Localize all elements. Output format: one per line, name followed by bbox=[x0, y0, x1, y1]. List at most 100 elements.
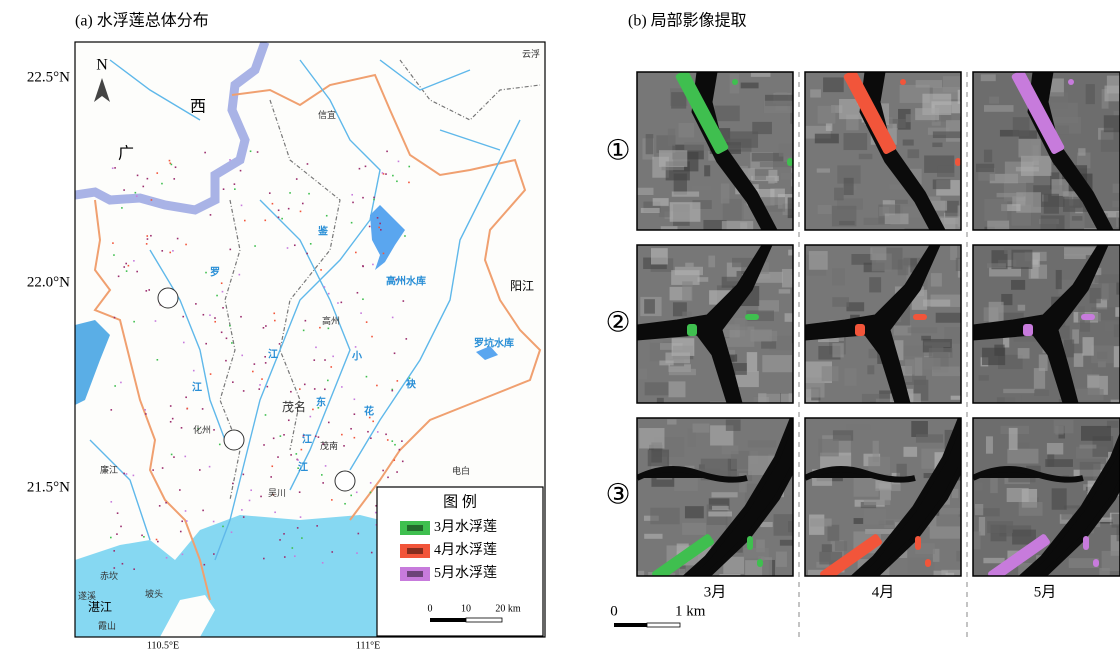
occurrence bbox=[244, 220, 246, 222]
texture bbox=[748, 440, 776, 447]
occurrence bbox=[170, 421, 172, 423]
occurrence bbox=[328, 328, 330, 330]
texture bbox=[668, 129, 675, 146]
texture bbox=[908, 149, 920, 158]
occurrence bbox=[161, 250, 163, 252]
texture bbox=[1114, 324, 1120, 337]
image-content bbox=[637, 245, 818, 417]
place: 茂名 bbox=[282, 399, 306, 414]
image-content bbox=[637, 418, 810, 591]
occurrence bbox=[150, 235, 152, 237]
satellite-image bbox=[805, 69, 980, 243]
occurrence bbox=[387, 439, 389, 441]
image-content bbox=[805, 69, 980, 243]
texture bbox=[646, 134, 654, 154]
legend-items: 3月水浮莲4月水浮莲5月水浮莲 bbox=[400, 519, 497, 581]
texture bbox=[1081, 426, 1111, 441]
lon-label: 110.5°E bbox=[147, 640, 179, 649]
occurrence bbox=[165, 502, 167, 504]
occurrence bbox=[112, 167, 114, 169]
occurrence bbox=[379, 223, 381, 225]
occurrence bbox=[372, 264, 374, 266]
occurrence bbox=[315, 347, 317, 349]
occurrence bbox=[385, 433, 387, 435]
place: 坡头 bbox=[145, 588, 163, 599]
occurrence bbox=[169, 160, 171, 162]
occurrence bbox=[386, 151, 388, 153]
occurrence bbox=[179, 489, 181, 491]
occurrence bbox=[123, 266, 125, 268]
occurrence bbox=[270, 476, 272, 478]
occurrence bbox=[370, 482, 372, 484]
occurrence bbox=[203, 314, 205, 316]
satellite-image bbox=[637, 69, 813, 240]
occurrence bbox=[181, 520, 183, 522]
occurrence bbox=[182, 316, 184, 318]
texture bbox=[810, 518, 831, 526]
occurrence bbox=[354, 398, 356, 400]
texture bbox=[693, 424, 710, 433]
occurrence bbox=[209, 314, 211, 316]
occurrence bbox=[249, 500, 251, 502]
texture bbox=[932, 143, 942, 147]
occurrence bbox=[399, 449, 401, 451]
occurrence bbox=[371, 552, 373, 554]
texture bbox=[1034, 368, 1045, 389]
occurrence bbox=[234, 183, 236, 185]
occurrence bbox=[254, 363, 256, 365]
occurrence bbox=[408, 182, 410, 184]
occurrence bbox=[126, 270, 128, 272]
legend-swatch-core bbox=[407, 548, 423, 554]
occurrence bbox=[173, 178, 175, 180]
image-content bbox=[637, 69, 813, 240]
occurrence bbox=[337, 302, 339, 304]
occurrence bbox=[350, 428, 352, 430]
lat-label: 21.5°N bbox=[27, 479, 70, 495]
legend-label: 5月水浮莲 bbox=[434, 565, 497, 581]
occurrence bbox=[261, 378, 263, 380]
occurrence bbox=[271, 465, 273, 467]
occurrence bbox=[264, 220, 266, 222]
occurrence bbox=[199, 469, 201, 471]
hyacinth-patch bbox=[1068, 79, 1074, 85]
occurrence bbox=[324, 388, 326, 390]
occurrence bbox=[373, 199, 375, 201]
image-content bbox=[805, 418, 982, 590]
occurrence bbox=[343, 445, 345, 447]
place: 阳江 bbox=[510, 279, 534, 293]
texture bbox=[908, 327, 937, 333]
occurrence bbox=[241, 355, 243, 357]
place: 江 bbox=[192, 380, 202, 393]
occurrence bbox=[120, 382, 122, 384]
place: 东 bbox=[316, 395, 326, 408]
texture bbox=[1076, 389, 1104, 400]
occurrence bbox=[351, 194, 353, 196]
occurrence bbox=[365, 166, 367, 168]
occurrence bbox=[216, 295, 218, 297]
figure: (a) 水浮莲总体分布 (b) 局部影像提取 N 22.5°N 22.0°N 2… bbox=[0, 0, 1120, 649]
occurrence bbox=[354, 437, 356, 439]
occurrence bbox=[202, 408, 204, 410]
occurrence bbox=[310, 243, 312, 245]
occurrence bbox=[385, 173, 387, 175]
texture bbox=[832, 206, 856, 226]
texture bbox=[832, 268, 845, 285]
texture bbox=[956, 551, 964, 562]
texture bbox=[854, 518, 864, 524]
hyacinth-patch bbox=[965, 292, 971, 298]
column-label: 3月 bbox=[704, 584, 727, 600]
occurrence bbox=[126, 473, 128, 475]
texture bbox=[994, 345, 1004, 356]
scale-segment bbox=[647, 623, 680, 627]
satellite-image bbox=[805, 245, 982, 415]
texture bbox=[722, 446, 739, 455]
occurrence bbox=[357, 292, 359, 294]
occurrence bbox=[210, 214, 212, 216]
satellite-image bbox=[973, 418, 1120, 585]
occurrence bbox=[170, 405, 172, 407]
scale-label: 0 bbox=[428, 603, 433, 614]
occurrence bbox=[310, 416, 312, 418]
place: 罗 bbox=[210, 266, 220, 278]
occurrence bbox=[378, 227, 380, 229]
occurrence bbox=[278, 216, 280, 218]
